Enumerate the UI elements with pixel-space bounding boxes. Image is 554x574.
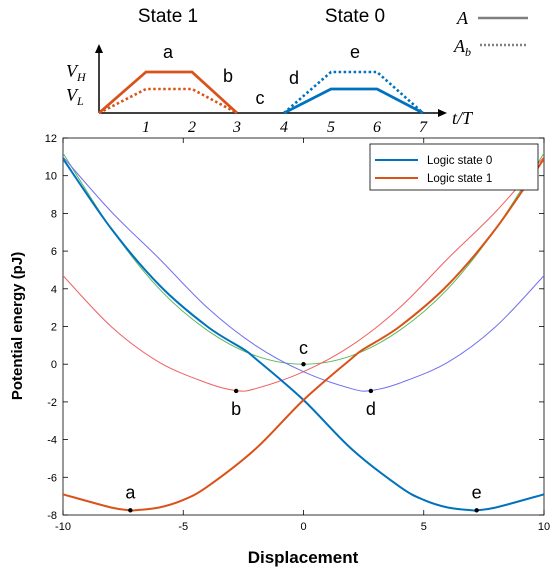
schematic-tick-3: 3: [232, 119, 241, 136]
y-tick-label-4: 0: [51, 359, 57, 371]
x-tick-label-3: 5: [421, 521, 427, 533]
segment-e-label: e: [350, 42, 360, 62]
y-tick-label-9: 10: [45, 171, 57, 183]
state1-Ab-trace: [98, 87, 238, 115]
chart-legend: Logic state 0 Logic state 1: [369, 143, 539, 191]
state-1-label: State 1: [138, 6, 198, 27]
t-over-T-label: t/T: [452, 108, 474, 128]
annotation-point-a: [128, 508, 133, 513]
schematic-tick-2: 2: [188, 119, 196, 136]
y-tick-label-7: 6: [51, 246, 57, 258]
x-tick-label-0: -10: [55, 521, 71, 533]
y-tick-label-8: 8: [51, 208, 57, 220]
y-tick-label-1: -6: [47, 472, 57, 484]
schematic-tick-1: 1: [142, 119, 150, 136]
legend-Ab-label: Ab: [453, 36, 471, 59]
annotation-label-a: a: [125, 482, 136, 502]
segment-d-label: d: [289, 68, 299, 88]
y-tick-label-3: -2: [47, 397, 57, 409]
x-tick-label-4: 10: [538, 521, 550, 533]
y-tick-label-10: 12: [45, 133, 57, 145]
vh-label: VH: [66, 61, 87, 84]
y-axis-label: Potential energy (pJ): [9, 252, 26, 400]
x-axis-label: Displacement: [248, 548, 359, 567]
guide-curve-2: [63, 156, 544, 392]
guide-curve-1: [63, 156, 544, 392]
schematic-tick-labels: 1 2 3 4 5 6 7: [142, 119, 428, 136]
legend-label-state0: Logic state 0: [427, 155, 492, 167]
state0-Ab-trace: [283, 70, 424, 114]
annotation-point-d: [368, 388, 374, 394]
y-tick-label-5: 2: [51, 322, 57, 334]
x-tick-label-1: -5: [178, 521, 188, 533]
y-tick-label-6: 4: [51, 284, 57, 296]
annotation-label-e: e: [472, 482, 482, 502]
annotation-point-c: [301, 362, 306, 367]
legend-A-label: A: [456, 8, 469, 28]
annotations: a b c d e: [125, 338, 482, 513]
annotation-label-d: d: [366, 399, 376, 419]
schematic-tick-4: 4: [280, 119, 288, 136]
vl-label: VL: [66, 85, 84, 108]
schematic-x-arrow: [438, 109, 447, 117]
schematic-tick-7: 7: [419, 119, 428, 136]
energy-plot: -10 -5 0 5 10 -8 -6 -4 -2 0 2 4 6 8 10 12 a b c d e Potenti…: [9, 133, 550, 567]
schematic-y-arrow: [95, 44, 103, 53]
annotation-label-c: c: [299, 338, 308, 358]
schematic-tick-6: 6: [373, 119, 381, 136]
legend-box: [369, 143, 539, 191]
x-tick-label-2: 0: [300, 521, 306, 533]
annotation-label-b: b: [231, 399, 241, 419]
y-tick-label-2: -4: [47, 435, 57, 447]
state0-A-trace: [283, 87, 424, 115]
state-0-label: State 0: [325, 6, 385, 27]
state1-A-trace: [98, 70, 238, 115]
segment-b-label: b: [223, 66, 233, 86]
segment-c-label: c: [256, 88, 265, 108]
y-tick-label-0: -8: [47, 510, 57, 522]
schematic-tick-5: 5: [327, 119, 335, 136]
axis-ticks: -10 -5 0 5 10 -8 -6 -4 -2 0 2 4 6 8 10 12: [45, 133, 550, 533]
plot-frame: [62, 137, 545, 516]
annotation-point-e: [474, 508, 479, 513]
annotation-point-b: [233, 388, 239, 394]
segment-a-label: a: [163, 42, 174, 62]
legend-label-state1: Logic state 1: [427, 173, 492, 185]
